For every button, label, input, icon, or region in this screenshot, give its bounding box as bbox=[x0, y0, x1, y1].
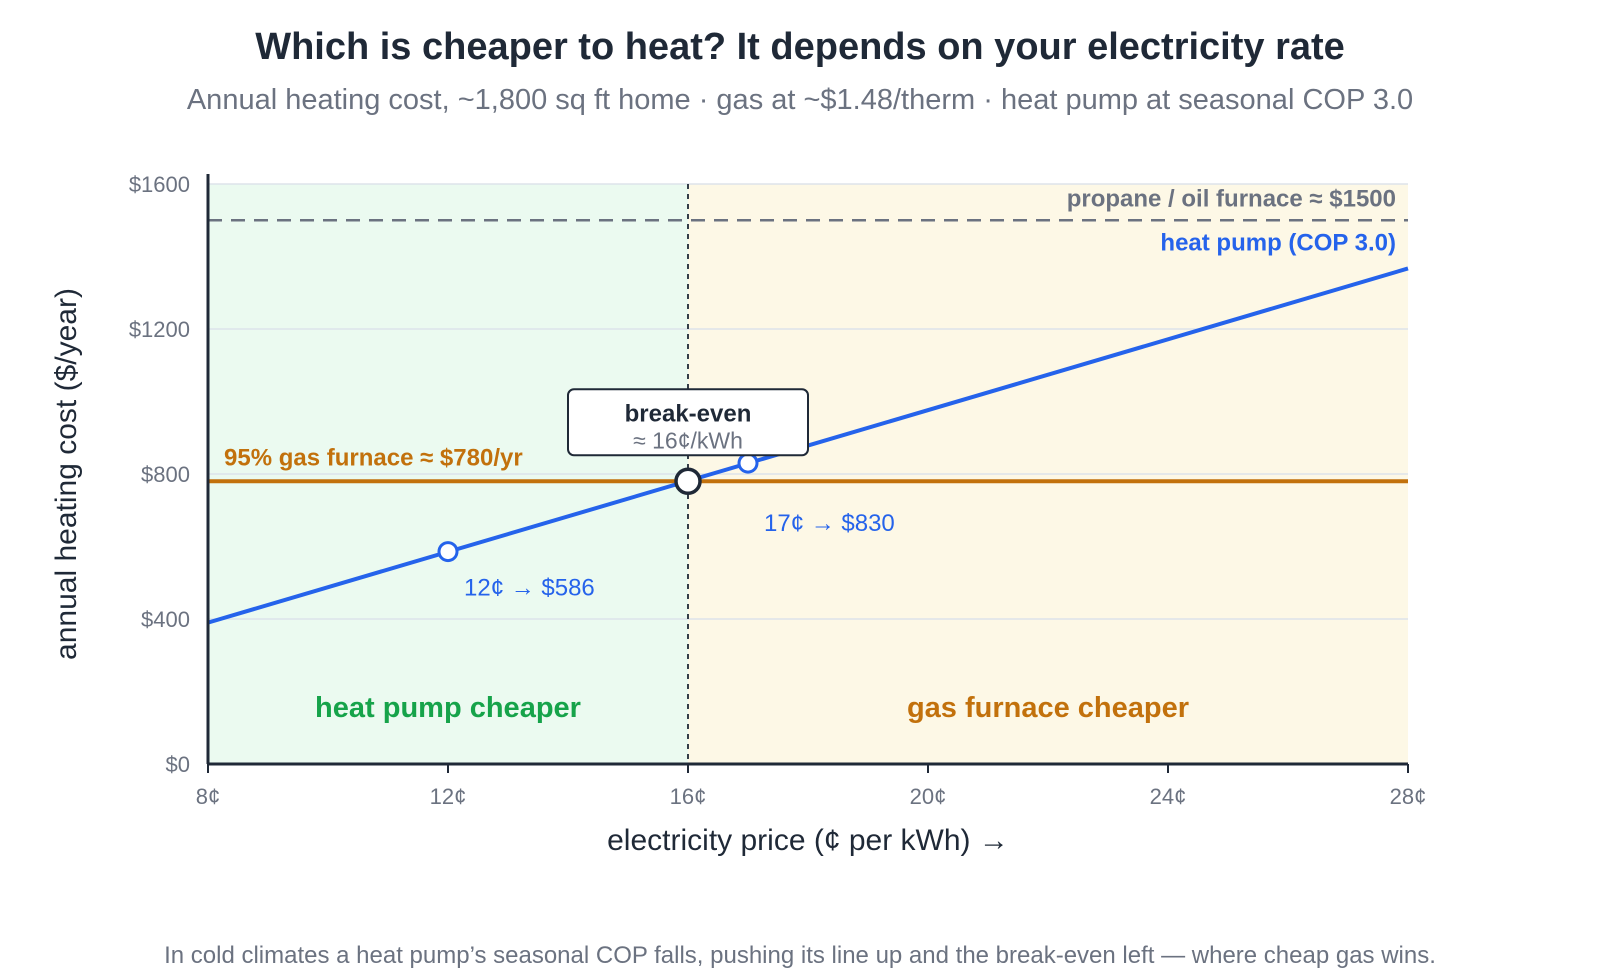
x-tick-label: 28¢ bbox=[1390, 784, 1427, 809]
data-point bbox=[437, 541, 459, 563]
y-axis-label: annual heating cost ($/year) bbox=[50, 288, 83, 660]
region-label: gas furnace cheaper bbox=[907, 692, 1189, 724]
x-tick-label: 12¢ bbox=[430, 784, 467, 809]
y-tick-label: $1600 bbox=[129, 172, 190, 197]
series-label-gas: 95% gas furnace ≈ $780/yr bbox=[224, 444, 523, 471]
series-label-heat-pump: heat pump (COP 3.0) bbox=[1160, 229, 1396, 256]
x-tick-label: 20¢ bbox=[910, 784, 947, 809]
chart-title: Which is cheaper to heat? It depends on … bbox=[255, 26, 1345, 68]
y-tick-label: $400 bbox=[141, 607, 190, 632]
break-even-callout bbox=[567, 388, 809, 457]
x-axis-label: electricity price (¢ per kWh) → bbox=[607, 824, 1009, 857]
data-point bbox=[737, 452, 759, 474]
data-point-label: 12¢ → $586 bbox=[464, 575, 595, 602]
y-tick-label: $800 bbox=[141, 462, 190, 487]
x-tick-label: 24¢ bbox=[1150, 784, 1187, 809]
chart-footnote: In cold climates a heat pump’s seasonal … bbox=[164, 942, 1436, 969]
y-tick-label: $0 bbox=[166, 752, 190, 777]
y-tick-label: $1200 bbox=[129, 317, 190, 342]
break-even-label: ≈ 16¢/kWh bbox=[633, 427, 743, 453]
x-tick-label: 8¢ bbox=[196, 784, 220, 809]
break-even-marker bbox=[674, 467, 702, 495]
break-even-title: break-even bbox=[625, 400, 752, 427]
chart-subtitle: Annual heating cost, ~1,800 sq ft home ·… bbox=[186, 84, 1414, 116]
data-point-label: 17¢ → $830 bbox=[764, 510, 895, 537]
region-label: heat pump cheaper bbox=[315, 692, 581, 724]
x-tick-label: 16¢ bbox=[670, 784, 707, 809]
series-label-propane: propane / oil furnace ≈ $1500 bbox=[1067, 185, 1396, 212]
